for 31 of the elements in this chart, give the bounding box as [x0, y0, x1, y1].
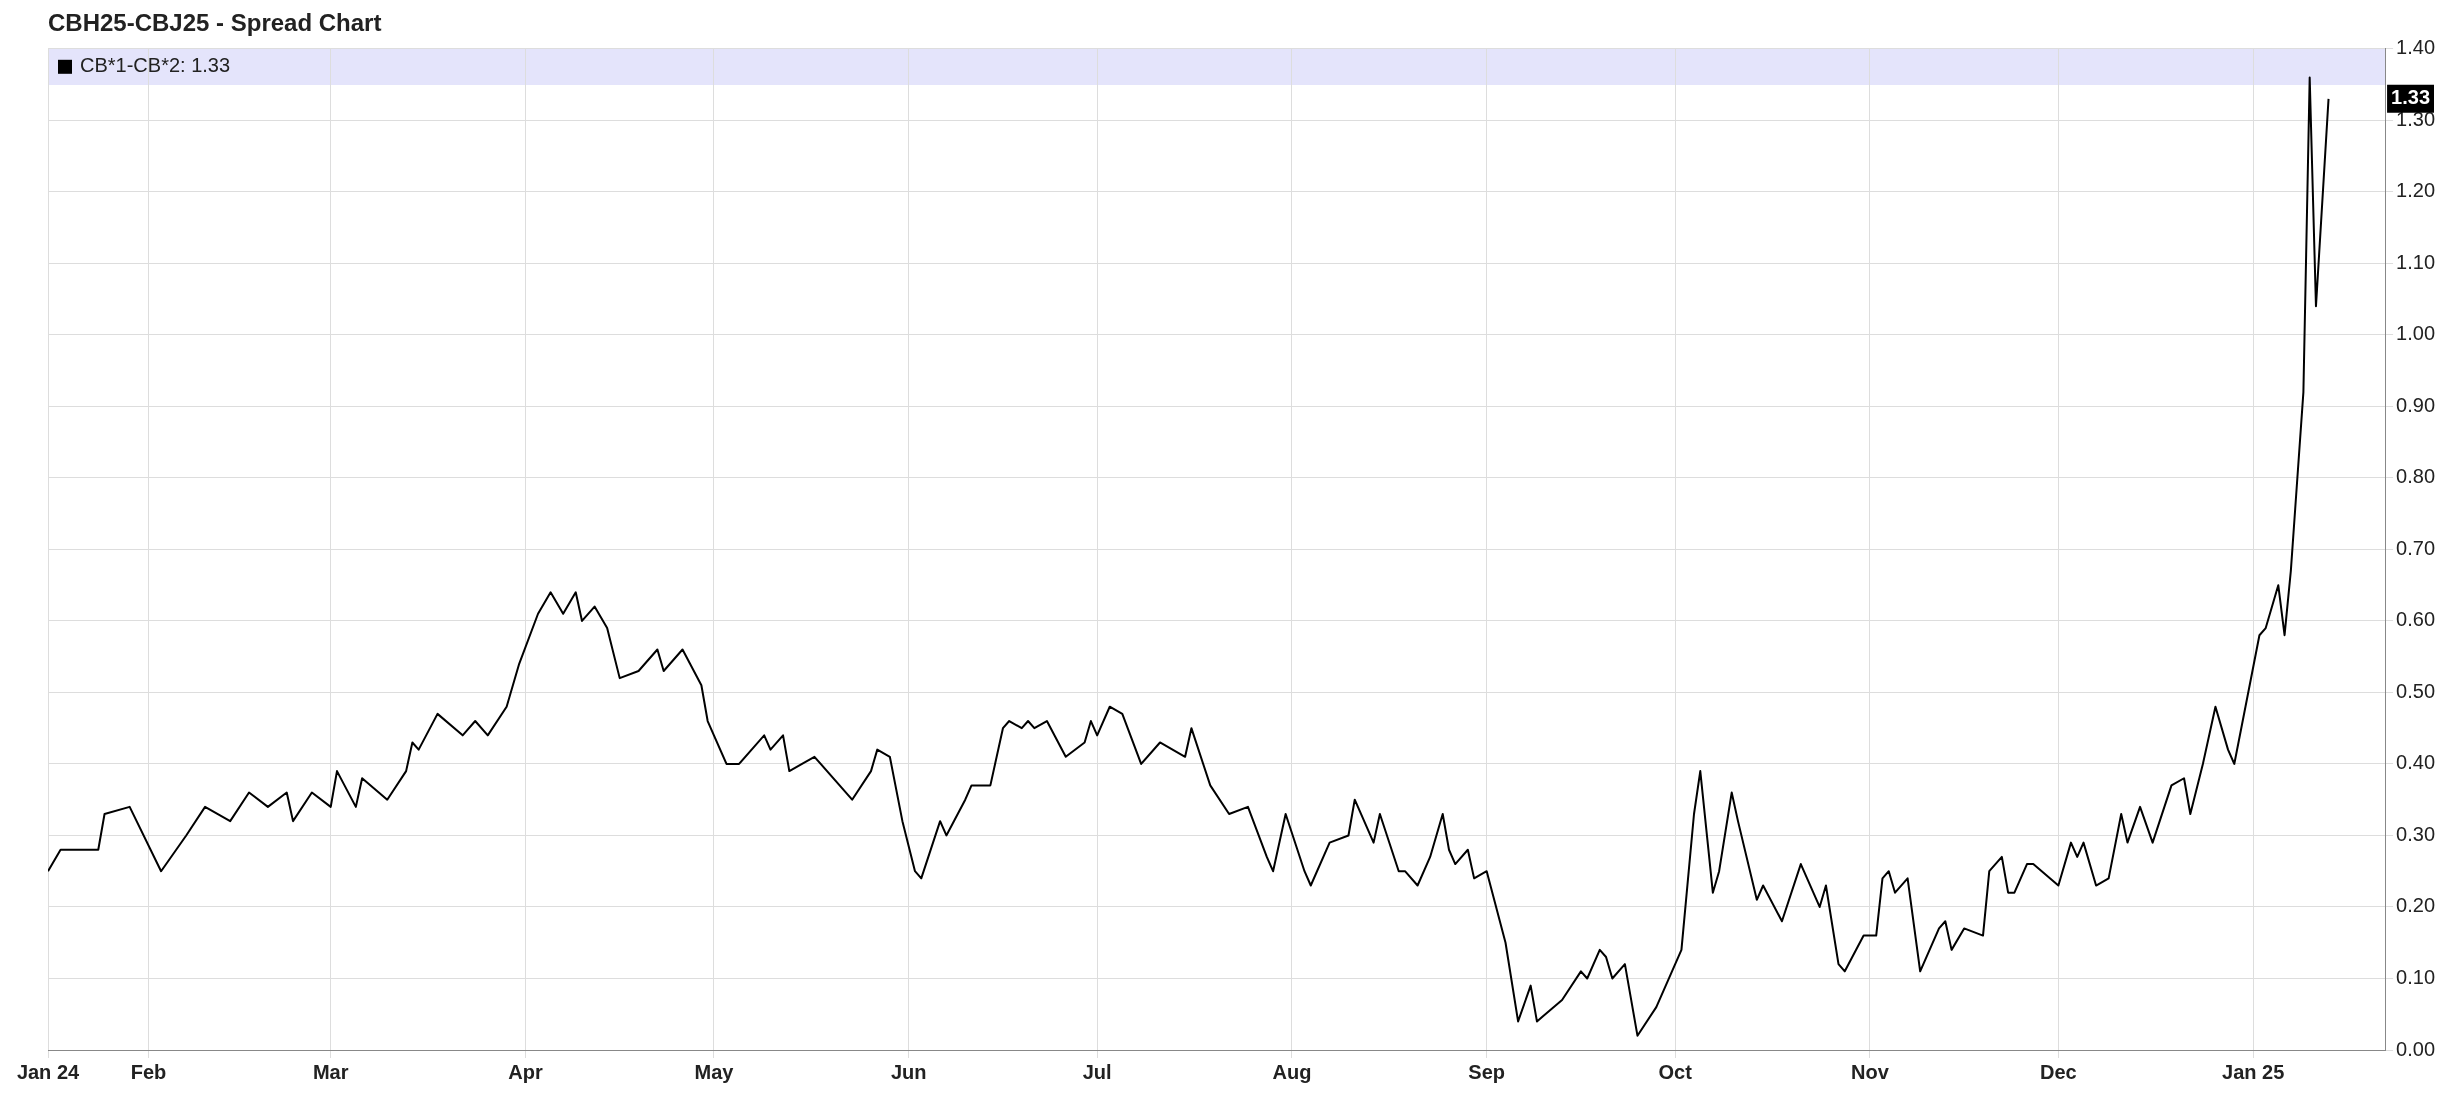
x-tick-label: Feb: [130, 1060, 167, 1083]
y-tick-label: 0.10: [2396, 966, 2436, 988]
chart-title: CBH25-CBJ25 - Spread Chart: [48, 9, 382, 37]
y-tick-label: 0.70: [2396, 536, 2436, 559]
y-tick-label: 0.80: [2396, 465, 2436, 488]
x-tick-label: Apr: [508, 1060, 543, 1083]
y-tick-label: 0.90: [2396, 393, 2436, 416]
y-tick-label: 1.20: [2396, 179, 2436, 202]
y-tick-label: 1.40: [2396, 36, 2436, 59]
y-tick-label: 0.30: [2396, 822, 2436, 845]
x-tick-label: Jan 25: [2222, 1060, 2285, 1083]
y-tick-label: 0.60: [2396, 608, 2436, 631]
legend-label: CB*1-CB*2: 1.33: [80, 54, 231, 77]
x-tick-label: Jul: [1082, 1060, 1112, 1083]
x-tick-label: Mar: [312, 1060, 349, 1083]
x-tick-label: Jun: [890, 1060, 927, 1083]
y-tick-label: 1.10: [2396, 250, 2436, 273]
text: 1.33: [2391, 86, 2431, 109]
x-tick-label: Oct: [1658, 1060, 1693, 1083]
x-tick-label: Dec: [2040, 1060, 2077, 1083]
y-tick-label: 0.20: [2396, 894, 2436, 917]
y-tick-label: 1.30: [2396, 107, 2436, 130]
y-tick-label: 0.00: [2396, 1037, 2436, 1060]
y-tick-label: 0.50: [2396, 679, 2436, 702]
y-tick-label: 1.00: [2396, 322, 2436, 345]
x-tick-label: Jan 24: [16, 1060, 81, 1083]
x-tick-label: Nov: [1851, 1060, 1890, 1083]
x-tick-label: Sep: [1468, 1060, 1506, 1083]
y-tick-label: 0.40: [2396, 751, 2436, 774]
x-tick-label: Aug: [1272, 1060, 1312, 1083]
x-tick-label: May: [694, 1060, 735, 1083]
